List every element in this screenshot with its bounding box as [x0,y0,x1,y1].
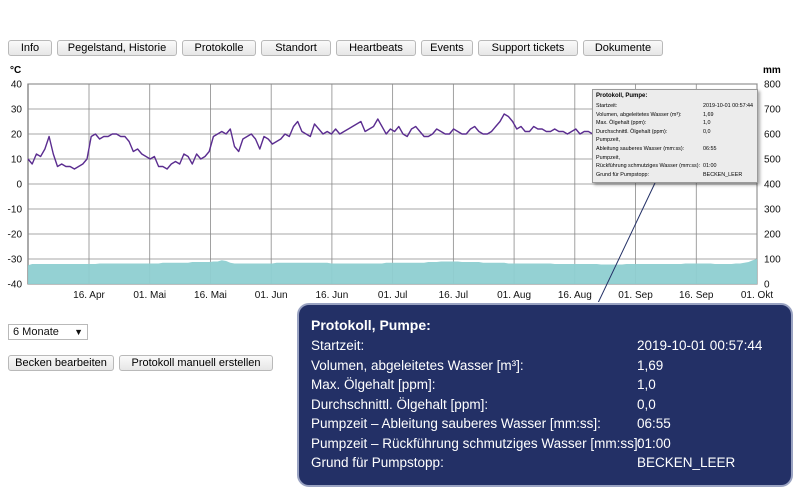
y-left-tick-label: -10 [8,205,23,216]
y-right-tick-label: 0 [764,280,770,291]
popup-value: BECKEN_LEER [637,455,736,470]
x-tick-label: 01. Sep [618,290,653,301]
x-tick-label: 16. Aug [558,290,592,301]
right-axis-unit: mm [763,65,781,76]
manual-log-button[interactable]: Protokoll manuell erstellen [119,355,273,371]
tab-standort[interactable]: Standort [261,40,331,56]
y-right-tick-label: 400 [764,180,781,191]
y-right-tick-label: 300 [764,205,781,216]
x-tick-label: 01. Mai [133,290,166,301]
tooltip-connector-line [597,182,656,302]
x-tick-label: 16. Jul [439,290,468,301]
y-left-tick-label: 20 [11,130,23,141]
y-right-tick-label: 700 [764,105,781,116]
chart-tick-labels: 40 800 30 700 20 600 10 500 0 400 -10 300 -20 200 -30 1… [8,80,782,302]
popup-label: Grund für Pumpstopp: [311,455,444,470]
y-left-tick-label: -20 [8,230,23,241]
y-right-tick-label: 500 [764,155,781,166]
tab-protokolle[interactable]: Protokolle [182,40,256,56]
popup-label: Durchschnittl. Ölgehalt [ppm]: [311,396,489,412]
chart-tooltip-label: Ableitung sauberes Wasser (mm:ss): [596,146,685,152]
tab-support-tickets[interactable]: Support tickets [478,40,578,56]
chart-tooltip: Protokoll, Pumpe: Startzeit: 2019-10-01 0… [592,89,758,183]
edit-basin-button[interactable]: Becken bearbeiten [8,355,114,371]
chart-tooltip-label: Pumpzeit, [596,137,620,144]
popup-value: 01:00 [637,435,671,451]
pump-log-popup: Protokoll, Pumpe: Startzeit: 2019-10-01 0… [297,303,793,487]
chart-tooltip-label: Startzeit: [596,103,618,109]
y-left-tick-label: 40 [11,80,23,91]
popup-label: Pumpzeit – Rückführung schmutziges Wasse… [311,435,642,451]
popup-value: 0,0 [637,396,656,412]
chart-tooltip-value: 2019-10-01 00:57:44 [703,103,754,109]
x-tick-label: 01. Aug [497,290,531,301]
x-tick-label: 16. Sep [679,290,714,301]
y-left-tick-label: -40 [8,280,23,291]
popup-label: Max. Ölgehalt [ppm]: [311,377,436,392]
chart-tooltip-value: 01:00 [703,163,717,170]
chart-tooltip-label: Grund für Pumpstopp: [596,171,650,178]
popup-value: 1,69 [637,357,664,373]
chart-tooltip-label: Max. Ölgehalt (ppm): [596,120,647,127]
y-left-tick-label: -30 [8,255,23,266]
popup-value: 1,0 [637,377,656,392]
chart-tooltip-label: Durchschnittl. Ölgehalt (ppm): [596,128,668,135]
tab-dokumente[interactable]: Dokumente [583,40,663,56]
period-select-value: 6 Monate [13,326,59,338]
chart-tooltip-title: Protokoll, Pumpe: [596,93,648,99]
popup-label: Startzeit: [311,338,365,353]
popup-title: Protokoll, Pumpe: [311,317,431,333]
chart-tooltip-label: Pumpzeit, [596,154,620,161]
x-tick-label: 01. Jul [378,290,407,301]
tab-heartbeats[interactable]: Heartbeats [336,40,416,56]
y-left-tick-label: 30 [11,105,23,116]
tab-pegelstand-historie[interactable]: Pegelstand, Historie [57,40,177,56]
chevron-down-icon: ▼ [74,327,83,337]
chart-tooltip-value: 1,0 [703,120,711,127]
y-right-tick-label: 100 [764,255,781,266]
x-tick-label: 16. Apr [73,290,105,301]
popup-label: Volumen, abgeleitetes Wasser [m³]: [311,357,524,373]
chart-tooltip-value: 06:55 [703,146,717,152]
chart-tooltip-value: BECKEN_LEER [703,171,743,178]
x-tick-label: 01. Okt [741,290,773,301]
x-tick-label: 16. Mai [194,290,227,301]
chart-tooltip-value: 1,69 [703,111,714,118]
tab-events[interactable]: Events [421,40,473,56]
x-tick-label: 16. Jun [316,290,349,301]
y-right-tick-label: 800 [764,80,781,91]
chart-tooltip-value: 0,0 [703,128,711,135]
water-level-area [28,259,757,284]
tab-info[interactable]: Info [8,40,52,56]
y-right-tick-label: 200 [764,230,781,241]
x-tick-label: 01. Jun [255,290,288,301]
y-left-tick-label: 0 [16,180,22,191]
chart-tooltip-label: Volumen, abgeleitetes Wasser (m³): [596,111,682,118]
chart-tooltip-label: Rückführung schmutziges Wasser (mm:ss): [596,163,701,170]
popup-label: Pumpzeit – Ableitung sauberes Wasser [mm… [311,416,601,431]
y-right-tick-label: 600 [764,130,781,141]
period-select[interactable]: 6 Monate ▼ [8,324,88,340]
left-axis-unit: °C [10,65,21,76]
y-left-tick-label: 10 [11,155,23,166]
popup-value: 2019-10-01 00:57:44 [637,338,763,353]
popup-value: 06:55 [637,416,671,431]
